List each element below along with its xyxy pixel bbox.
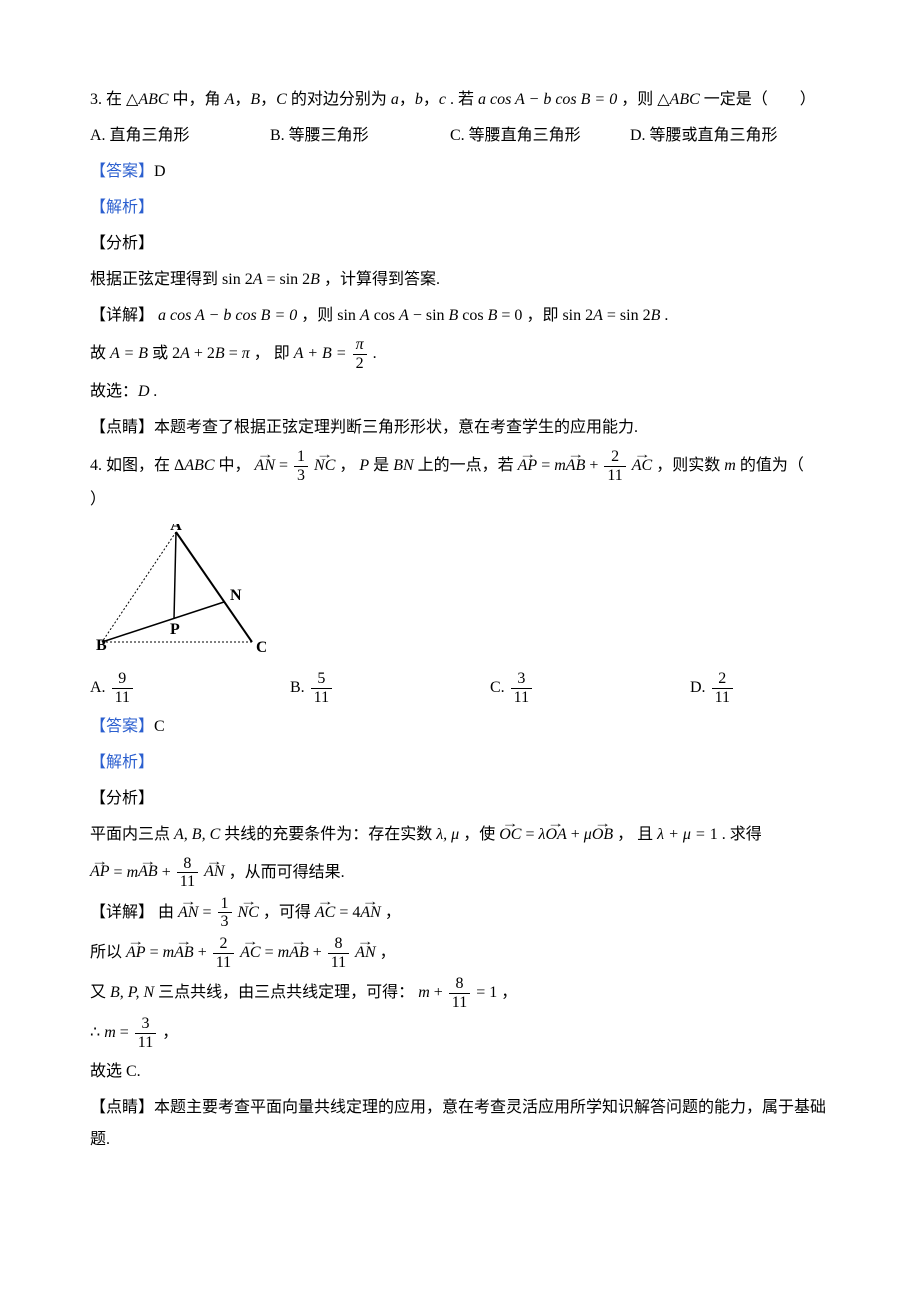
q3-jiexi-label: 【解析】 [90, 192, 830, 224]
q3-detail-1: 【详解】 a cos A − b cos B = 0 ，则 sin A cos … [90, 300, 830, 332]
q3-equation: a cos A − b cos B = 0 [478, 91, 617, 108]
q3-option-c: C. 等腰直角三角形 [450, 120, 630, 152]
vec-an: AN [255, 450, 275, 482]
q4-dianjing: 【点睛】本题主要考查平面向量共线定理的应用，意在考查灵活应用所学知识解答问题的能… [90, 1092, 830, 1156]
q3-select: 故选：D . [90, 376, 830, 408]
diagram-label-c: C [256, 639, 266, 654]
diagram-label-a: A [170, 524, 182, 534]
q3-analysis: 根据正弦定理得到 sin 2A = sin 2B ，计算得到答案. [90, 264, 830, 296]
q4-analysis-1: 平面内三点 A, B, C 共线的充要条件为：存在实数 λ, μ ，使 OC =… [90, 819, 830, 851]
fraction-1-3: 13 [294, 448, 308, 484]
diagram-label-n: N [230, 587, 242, 604]
triangle-svg: A B C N P [96, 524, 266, 654]
q4-option-c: C. 311 [490, 670, 690, 706]
q3-dianjing: 【点睛】本题考查了根据正弦定理判断三角形形状，意在考查学生的应用能力. [90, 412, 830, 444]
q4-analysis-2: AP = mAB + 811 AN ，从而可得结果. [90, 855, 830, 891]
q3-detail-2: 故 A = B 或 2A + 2B = π ， 即 A + B = π2 . [90, 336, 830, 372]
q4-select: 故选 C. [90, 1056, 830, 1088]
triangle-diagram: A B C N P [96, 524, 830, 666]
tri-symbol: △ [126, 91, 138, 108]
vec-ac: AC [632, 450, 652, 482]
q3-option-d: D. 等腰或直角三角形 [630, 120, 778, 152]
vec-ab: AB [566, 450, 586, 482]
q4-fenxi-label: 【分析】 [90, 783, 830, 815]
fraction-2-11: 211 [604, 448, 625, 484]
q4-number: 4. [90, 457, 102, 474]
q4-stem: 4. 如图，在 ΔABC 中， AN = 13 NC ， P 是 BN 上的一点… [90, 448, 830, 516]
q4-options: A. 911 B. 511 C. 311 D. 211 [90, 670, 830, 706]
q3-option-b: B. 等腰三角形 [270, 120, 450, 152]
q4-answer: 【答案】C [90, 711, 830, 743]
fraction-pi-2: π2 [353, 336, 367, 372]
q4-detail-1: 【详解】 由 AN = 13 NC ，可得 AC = 4AN ， [90, 895, 830, 931]
vec-ap: AP [518, 450, 538, 482]
diagram-label-b: B [96, 637, 107, 654]
q4-detail-3: 又 B, P, N 三点共线，由三点共线定理，可得： m + 811 = 1 ， [90, 975, 830, 1011]
q4-detail-2: 所以 AP = mAB + 211 AC = mAB + 811 AN ， [90, 935, 830, 971]
q3-options: A. 直角三角形 B. 等腰三角形 C. 等腰直角三角形 D. 等腰或直角三角形 [90, 120, 830, 152]
q3-answer: 【答案】D [90, 156, 830, 188]
q4-result: ∴ m = 311 ， [90, 1015, 830, 1051]
diagram-label-p: P [170, 621, 180, 638]
q4-option-d: D. 211 [690, 670, 735, 706]
vec-nc: NC [314, 450, 335, 482]
q3-stem: 3. 在 △ABC 中，角 A，B，C 的对边分别为 a，b，c . 若 a c… [90, 84, 830, 116]
q4-option-b: B. 511 [290, 670, 490, 706]
q3-option-a: A. 直角三角形 [90, 120, 270, 152]
q3-number: 3. [90, 91, 102, 108]
q3-fenxi-label: 【分析】 [90, 228, 830, 260]
q4-jiexi-label: 【解析】 [90, 747, 830, 779]
q4-option-a: A. 911 [90, 670, 290, 706]
